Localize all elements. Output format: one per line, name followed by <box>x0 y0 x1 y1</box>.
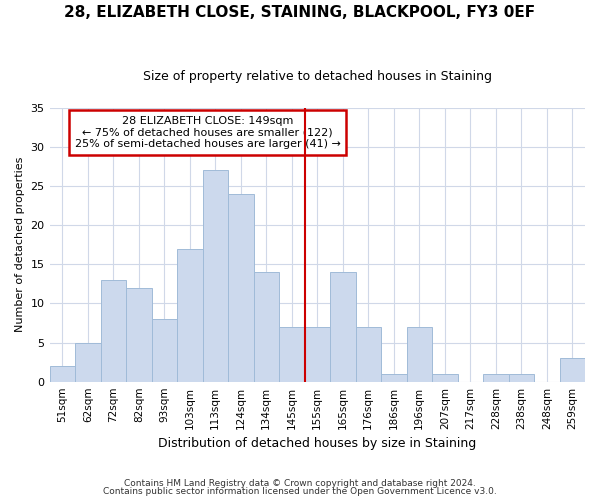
Bar <box>356 327 381 382</box>
Bar <box>432 374 458 382</box>
Bar <box>254 272 279 382</box>
Bar <box>483 374 509 382</box>
Bar <box>305 327 330 382</box>
Text: 28 ELIZABETH CLOSE: 149sqm
← 75% of detached houses are smaller (122)
25% of sem: 28 ELIZABETH CLOSE: 149sqm ← 75% of deta… <box>74 116 340 149</box>
Title: Size of property relative to detached houses in Staining: Size of property relative to detached ho… <box>143 70 492 83</box>
X-axis label: Distribution of detached houses by size in Staining: Distribution of detached houses by size … <box>158 437 476 450</box>
Bar <box>126 288 152 382</box>
Bar <box>330 272 356 382</box>
Text: 28, ELIZABETH CLOSE, STAINING, BLACKPOOL, FY3 0EF: 28, ELIZABETH CLOSE, STAINING, BLACKPOOL… <box>64 5 536 20</box>
Bar <box>407 327 432 382</box>
Bar <box>177 248 203 382</box>
Bar <box>152 319 177 382</box>
Bar <box>228 194 254 382</box>
Bar <box>101 280 126 382</box>
Bar <box>560 358 585 382</box>
Bar <box>509 374 534 382</box>
Text: Contains public sector information licensed under the Open Government Licence v3: Contains public sector information licen… <box>103 487 497 496</box>
Bar <box>75 342 101 382</box>
Y-axis label: Number of detached properties: Number of detached properties <box>15 157 25 332</box>
Bar <box>50 366 75 382</box>
Bar <box>203 170 228 382</box>
Bar <box>381 374 407 382</box>
Bar <box>279 327 305 382</box>
Text: Contains HM Land Registry data © Crown copyright and database right 2024.: Contains HM Land Registry data © Crown c… <box>124 478 476 488</box>
